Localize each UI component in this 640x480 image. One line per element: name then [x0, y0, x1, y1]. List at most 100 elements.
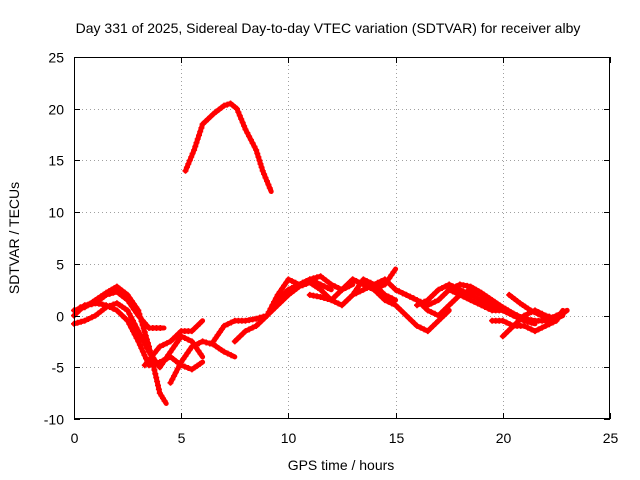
- data-point-plus-marker: [467, 297, 474, 304]
- data-point-plus-marker: [183, 164, 190, 171]
- data-point-plus-marker: [276, 288, 283, 295]
- data-point-plus-marker: [424, 302, 431, 309]
- data-point-plus-marker: [534, 310, 541, 317]
- series-track-5: [141, 318, 206, 369]
- data-point-plus-marker: [242, 328, 249, 335]
- data-point-plus-marker: [197, 320, 203, 327]
- data-point-plus-marker: [396, 288, 403, 295]
- data-point-plus-marker: [221, 322, 228, 329]
- data-point-plus-marker: [194, 136, 201, 142]
- data-point-plus-marker: [142, 332, 149, 339]
- data-point-plus-marker: [185, 160, 192, 167]
- data-point-plus-marker: [474, 300, 481, 307]
- data-point-plus-marker: [528, 326, 535, 333]
- data-point-plus-marker: [442, 283, 449, 290]
- data-point-plus-marker: [467, 291, 474, 298]
- data-point-plus-marker: [265, 309, 272, 316]
- data-point-plus-marker: [545, 316, 552, 322]
- series-track-4: [77, 288, 167, 331]
- data-point-plus-marker: [144, 359, 151, 366]
- data-point-plus-marker: [385, 293, 392, 300]
- data-point-plus-marker: [524, 310, 531, 317]
- data-point-plus-marker: [233, 105, 240, 112]
- data-point-plus-marker: [349, 291, 356, 298]
- data-point-plus-marker: [244, 129, 251, 136]
- data-point-plus-marker: [188, 338, 195, 345]
- x-axis-label: GPS time / hours: [288, 457, 395, 473]
- data-series: [71, 100, 570, 406]
- data-point-plus-marker: [532, 328, 538, 335]
- chart-title: Day 331 of 2025, Sidereal Day-to-day VTE…: [76, 20, 581, 36]
- data-point-plus-marker: [135, 328, 142, 335]
- data-point-plus-marker: [167, 379, 174, 386]
- data-point-plus-marker: [141, 352, 148, 358]
- data-point-plus-marker: [524, 324, 531, 331]
- data-point-plus-marker: [151, 349, 158, 356]
- x-tick-label: 10: [281, 430, 297, 446]
- data-point-plus-marker: [154, 378, 161, 385]
- data-point-plus-marker: [321, 295, 328, 301]
- data-point-plus-marker: [169, 376, 176, 383]
- data-point-plus-marker: [192, 341, 199, 348]
- data-point-plus-marker: [246, 326, 253, 333]
- data-point-plus-marker: [464, 295, 471, 302]
- series-line: [489, 307, 566, 334]
- data-point-plus-marker: [139, 348, 146, 355]
- data-point-plus-marker: [181, 335, 188, 341]
- data-point-plus-marker: [78, 318, 85, 325]
- x-tick-label: 25: [603, 430, 619, 446]
- data-point-plus-marker: [406, 293, 413, 300]
- data-point-plus-marker: [195, 347, 202, 354]
- data-point-plus-marker: [328, 281, 335, 288]
- data-point-plus-marker: [188, 154, 195, 160]
- data-point-plus-marker: [197, 360, 203, 367]
- data-point-plus-marker: [140, 338, 147, 345]
- data-point-plus-marker: [182, 167, 189, 174]
- data-point-plus-marker: [85, 316, 92, 322]
- data-point-plus-marker: [247, 136, 254, 143]
- data-point-plus-marker: [181, 363, 188, 370]
- data-point-plus-marker: [317, 294, 324, 300]
- data-point-plus-marker: [169, 345, 176, 352]
- data-point-plus-marker: [481, 298, 488, 305]
- data-point-plus-marker: [242, 126, 249, 133]
- data-point-plus-marker: [103, 291, 110, 298]
- x-tick-label: 15: [389, 430, 405, 446]
- data-point-plus-marker: [189, 150, 196, 157]
- data-point-plus-marker: [265, 181, 272, 188]
- data-point-plus-marker: [110, 301, 117, 308]
- data-point-plus-marker: [224, 101, 231, 108]
- data-point-plus-marker: [251, 143, 258, 150]
- data-point-plus-marker: [106, 290, 113, 297]
- data-point-plus-marker: [527, 307, 534, 314]
- data-point-plus-marker: [246, 133, 253, 140]
- data-point-plus-marker: [388, 272, 395, 279]
- data-point-plus-marker: [128, 324, 135, 331]
- data-point-plus-marker: [417, 300, 424, 307]
- data-point-plus-marker: [489, 302, 496, 309]
- data-point-plus-marker: [453, 290, 460, 297]
- plot-frame: [74, 57, 610, 419]
- data-point-plus-marker: [253, 147, 260, 154]
- data-point-plus-marker: [133, 335, 140, 341]
- data-point-plus-marker: [155, 382, 161, 389]
- data-point-plus-marker: [510, 310, 517, 317]
- data-point-plus-marker: [184, 349, 191, 356]
- data-point-plus-marker: [146, 348, 152, 355]
- data-point-plus-marker: [235, 109, 242, 116]
- data-point-plus-marker: [464, 290, 471, 297]
- data-point-plus-marker: [203, 339, 210, 346]
- data-point-plus-marker: [360, 286, 367, 293]
- data-point-plus-marker: [521, 322, 528, 329]
- data-point-plus-marker: [131, 321, 138, 328]
- data-point-plus-marker: [399, 290, 406, 297]
- data-point-plus-marker: [126, 321, 133, 328]
- data-point-plus-marker: [542, 314, 548, 321]
- y-axis-label: SDTVAR / TECUs: [6, 182, 22, 294]
- data-point-plus-marker: [535, 326, 542, 333]
- data-point-plus-marker: [521, 312, 528, 319]
- grid: [74, 57, 610, 419]
- data-point-plus-marker: [221, 102, 228, 109]
- data-point-plus-marker: [224, 321, 231, 328]
- data-point-plus-marker: [392, 286, 399, 293]
